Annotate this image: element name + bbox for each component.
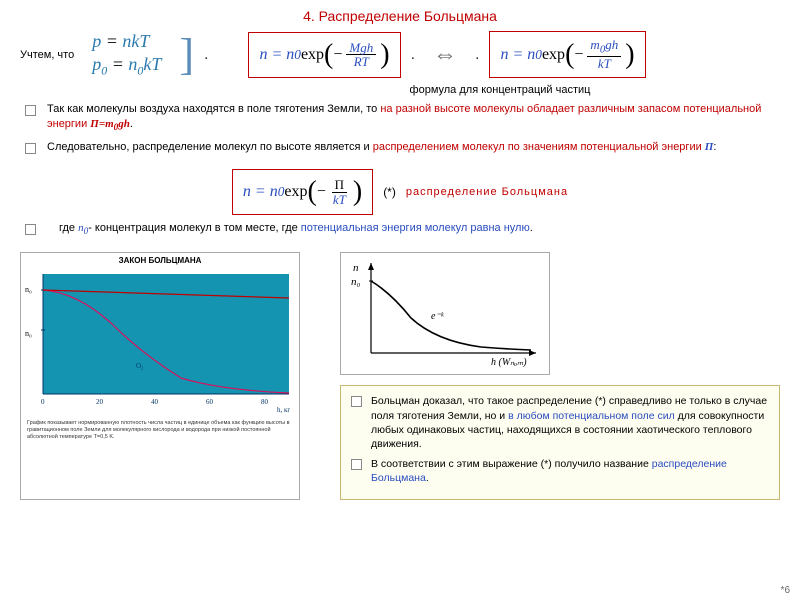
- graph-right-svg: n n₀ e⁻ᵏ h (Wₙₒₘ): [341, 253, 549, 371]
- box-bullet-2: В соответствии с этим выражение (*) полу…: [351, 457, 769, 485]
- period: .: [204, 46, 208, 64]
- bracket-icon: ]: [179, 37, 194, 72]
- pressure-equations: p = nkT p0 = n0kT: [84, 30, 169, 80]
- bullet-list-1: Так как молекулы воздуха находятся в пол…: [0, 96, 800, 166]
- formula-n-m0gh: n = n0 exp ( − m0ghkT ): [489, 31, 645, 78]
- box-bullet-1: Больцман доказал, что такое распределени…: [351, 394, 769, 451]
- bullet-2: Следовательно, распределение молекул по …: [25, 140, 775, 155]
- svg-text:20: 20: [96, 398, 104, 406]
- graph-left-title: ЗАКОН БОЛЬЦМАНА: [21, 253, 299, 268]
- svg-text:h (Wₙₒₘ): h (Wₙₒₘ): [491, 357, 527, 368]
- boltzmann-formula-row: n = n0 exp ( − ПkT ) (*) распределение Б…: [0, 169, 800, 215]
- graph-right: n n₀ e⁻ᵏ h (Wₙₒₘ): [340, 252, 550, 375]
- equation-row: Учтем, что p = nkT p0 = n0kT ] . n = n0 …: [0, 24, 800, 82]
- note-text: Учтем, что: [20, 49, 74, 61]
- svg-text:0: 0: [41, 398, 45, 406]
- slide-title: 4. Распределение Больцмана: [0, 0, 800, 24]
- bullet-3: где n0- концентрация молекул в том месте…: [25, 221, 775, 238]
- bullet-1: Так как молекулы воздуха находятся в пол…: [25, 102, 775, 134]
- bullet-list-2: где n0- концентрация молекул в том месте…: [0, 221, 800, 248]
- svg-text:n₀: n₀: [351, 276, 361, 288]
- svg-text:n: n: [353, 262, 359, 274]
- period2: .: [411, 46, 415, 64]
- svg-text:60: 60: [206, 398, 214, 406]
- svg-text:e⁻ᵏ: e⁻ᵏ: [431, 311, 445, 322]
- formula-boltzmann: n = n0 exp ( − ПkT ): [232, 169, 373, 215]
- graphs-row: ЗАКОН БОЛЬЦМАНА n₀ n₀ 0 20 40 60 80 h, кг O₂…: [0, 248, 800, 504]
- graph-left: ЗАКОН БОЛЬЦМАНА n₀ n₀ 0 20 40 60 80 h, кг O₂…: [20, 252, 300, 500]
- svg-text:h, кг: h, кг: [277, 406, 290, 413]
- svg-text:n₀: n₀: [25, 329, 32, 338]
- conclusion-box: Больцман доказал, что такое распределени…: [340, 385, 780, 500]
- formula-caption: формула для концентраций частиц: [200, 84, 800, 96]
- svg-text:80: 80: [261, 398, 269, 406]
- star-marker: (*): [383, 185, 396, 199]
- distribution-label: распределение Больцмана: [406, 186, 568, 198]
- page-number: *6: [781, 585, 790, 596]
- svg-text:n₀: n₀: [25, 285, 32, 294]
- graph-left-note: График показывает нормированную плотност…: [21, 416, 299, 444]
- bidir-arrow-icon: ⇔: [425, 41, 465, 69]
- formula-n-mgh: n = n0 exp ( − MghRT ): [248, 32, 400, 78]
- graph-left-svg: n₀ n₀ 0 20 40 60 80 h, кг O₂: [21, 268, 299, 413]
- period3: .: [475, 46, 479, 64]
- svg-text:40: 40: [151, 398, 159, 406]
- svg-text:O₂: O₂: [136, 362, 144, 370]
